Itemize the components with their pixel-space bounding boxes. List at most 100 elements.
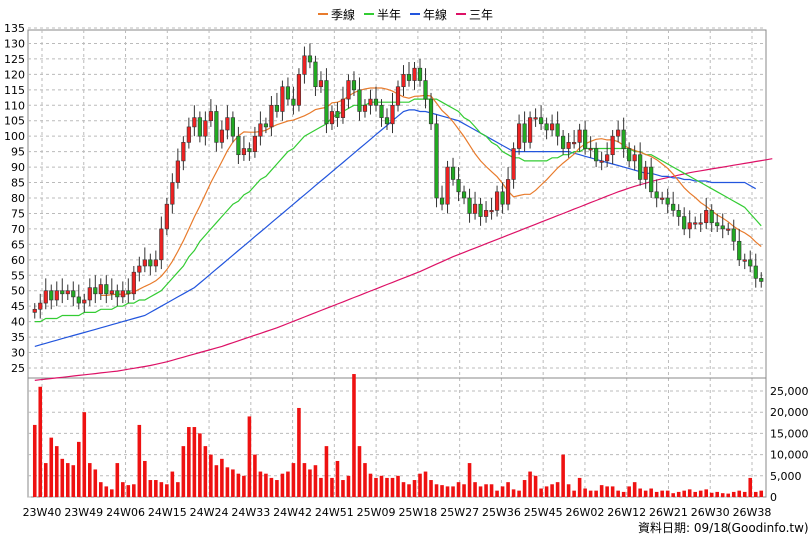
ma-line-half_ma	[34, 98, 762, 323]
candle-down	[467, 197, 472, 214]
candle-up	[269, 104, 274, 128]
volume-bar	[715, 491, 720, 497]
x-tick-label: 24W15	[148, 506, 187, 519]
candle-up	[362, 104, 368, 112]
candle-down	[335, 111, 340, 118]
volume-bar	[170, 471, 175, 497]
volume-bar	[550, 484, 554, 497]
candle-down	[720, 225, 725, 230]
volume-bar	[495, 490, 499, 497]
candle-down	[324, 80, 329, 125]
candle-down	[104, 284, 109, 295]
price-tick-label: 135	[4, 22, 25, 35]
legend: 季線 半年 年線 三年	[318, 7, 493, 22]
x-tick-label: 25W45	[524, 506, 563, 519]
price-tick-label: 70	[11, 223, 25, 236]
volume-bar	[198, 433, 202, 497]
x-tick-label: 24W24	[190, 506, 229, 519]
candle-up	[280, 86, 285, 112]
candle-down	[406, 74, 412, 81]
price-tick-label: 65	[11, 238, 25, 251]
candle-up	[742, 259, 747, 262]
candle-down	[737, 240, 742, 261]
candle-up	[225, 117, 230, 131]
volume-bar	[121, 482, 125, 497]
volume-tick-label: 0	[770, 491, 777, 504]
candle-up	[192, 117, 197, 128]
volume-bar	[82, 412, 87, 497]
candle-down	[197, 117, 202, 137]
volume-bar	[99, 482, 103, 497]
candle-up	[43, 290, 48, 304]
volume-bar	[330, 477, 334, 497]
volume-bar	[76, 441, 81, 497]
volume-bar	[363, 463, 367, 497]
volume-bar	[511, 489, 516, 497]
volume-bar	[247, 416, 252, 497]
volume-bar	[159, 482, 164, 497]
volume-bar	[313, 465, 318, 497]
candle-up	[241, 148, 246, 156]
x-tick-label: 26W02	[566, 506, 605, 519]
candle-down	[379, 104, 384, 118]
volume-bar	[209, 454, 213, 497]
volume-bar	[137, 424, 142, 497]
volume-bar	[32, 424, 37, 497]
candle-down	[384, 117, 390, 125]
price-tick-label: 55	[11, 269, 25, 282]
volume-bar	[231, 469, 235, 497]
candle-down	[93, 287, 98, 295]
volume-tick-label: 25,000	[770, 385, 808, 398]
candle-down	[682, 216, 687, 230]
volume-bar	[693, 491, 697, 497]
volume-bar	[599, 485, 604, 497]
price-tick-label: 85	[11, 177, 25, 190]
candle-down	[126, 290, 131, 295]
volume-bar	[583, 488, 587, 497]
volume-bar	[720, 493, 725, 497]
price-tick-label: 40	[11, 316, 25, 329]
candle-up	[516, 123, 522, 149]
candle-down	[428, 98, 434, 125]
candle-down	[649, 166, 654, 193]
candle-up	[660, 197, 665, 200]
volume-bar	[214, 465, 219, 497]
candle-up	[494, 191, 500, 211]
volume-bar	[38, 386, 43, 497]
volume-bar	[676, 491, 681, 497]
volume-bar	[561, 454, 565, 497]
volume-bar	[49, 437, 54, 497]
x-tick-label: 25W09	[357, 506, 396, 519]
x-tick-label: 24W33	[231, 506, 270, 519]
volume-bar	[269, 477, 274, 497]
candle-up	[610, 135, 615, 156]
candle-up	[533, 117, 538, 120]
candle-up	[704, 210, 709, 224]
candle-down	[76, 296, 81, 304]
volume-bar	[473, 482, 477, 497]
volume-bar	[654, 491, 659, 497]
price-tick-label: 100	[4, 130, 25, 143]
candle-up	[131, 271, 136, 295]
x-tick-label: 24W06	[106, 506, 145, 519]
price-tick-label: 25	[11, 362, 25, 375]
legend-label: 三年	[469, 8, 493, 22]
volume-bar	[297, 407, 301, 497]
candle-up	[368, 98, 373, 106]
candle-down	[274, 104, 280, 112]
candle-down	[665, 197, 670, 205]
volume-bar	[176, 482, 180, 497]
price-axis: 25 30 35 40 45 50 55 60 65 70 75 80 85 90 95 100 105 110 1…	[4, 22, 25, 375]
candle-down	[357, 89, 362, 112]
volume-bar	[748, 477, 753, 497]
volume-bar	[610, 486, 615, 497]
moving-average-lines	[34, 87, 773, 381]
volume-bar	[753, 491, 758, 497]
volume-bar	[660, 490, 664, 497]
volume-bar	[379, 475, 384, 497]
candle-up	[38, 302, 43, 310]
candle-down	[627, 148, 632, 162]
volume-bar	[759, 490, 764, 497]
volume-bar	[566, 484, 571, 497]
volume-bar	[500, 486, 505, 497]
